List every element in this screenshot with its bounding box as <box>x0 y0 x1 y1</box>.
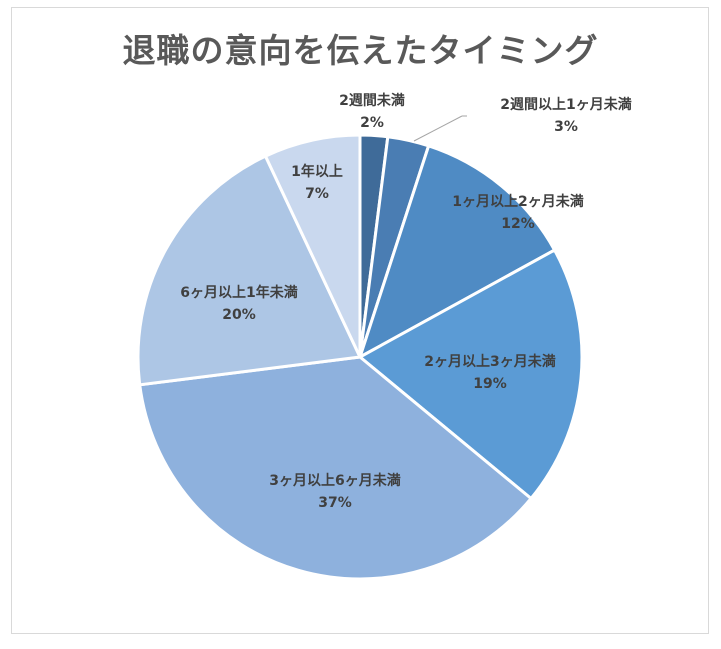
label-percent: 7% <box>305 186 329 202</box>
label-percent: 20% <box>222 307 256 323</box>
label-name: 6ヶ月以上1年未満 <box>180 285 298 301</box>
data-label-3-to-6-months: 3ヶ月以上6ヶ月未満 37% <box>269 470 400 514</box>
data-label-2-to-3-months: 2ヶ月以上3ヶ月未満 19% <box>424 351 555 395</box>
label-name: 3ヶ月以上6ヶ月未満 <box>269 473 401 489</box>
leader-line <box>413 115 463 142</box>
pie-slice <box>358 248 584 501</box>
label-name: 1年以上 <box>291 164 343 180</box>
data-label-1-year-or-more: 1年以上 7% <box>291 161 343 205</box>
pie-slice <box>263 133 362 359</box>
label-name: 2ヶ月以上3ヶ月未満 <box>424 354 556 370</box>
label-name: 1ヶ月以上2ヶ月未満 <box>452 194 584 210</box>
label-name: 2週間未満 <box>339 93 405 109</box>
label-name: 2週間以上1ヶ月未満 <box>500 97 632 113</box>
data-label-2-weeks-to-1-month: 2週間以上1ヶ月未満 3% <box>500 94 631 138</box>
label-percent: 19% <box>473 376 507 392</box>
label-percent: 3% <box>554 119 578 135</box>
pie-slice <box>138 355 533 581</box>
label-percent: 37% <box>318 495 352 511</box>
data-label-6-months-to-1-year: 6ヶ月以上1年未満 20% <box>180 282 297 326</box>
data-label-under-2-weeks: 2週間未満 2% <box>339 90 405 134</box>
chart-title: 退職の意向を伝えたタイミング <box>122 31 599 70</box>
data-label-1-to-2-months: 1ヶ月以上2ヶ月未満 12% <box>452 191 583 235</box>
pie-slice <box>136 154 362 387</box>
label-percent: 2% <box>360 115 384 131</box>
label-percent: 12% <box>501 216 535 232</box>
pie-slice <box>358 144 557 359</box>
